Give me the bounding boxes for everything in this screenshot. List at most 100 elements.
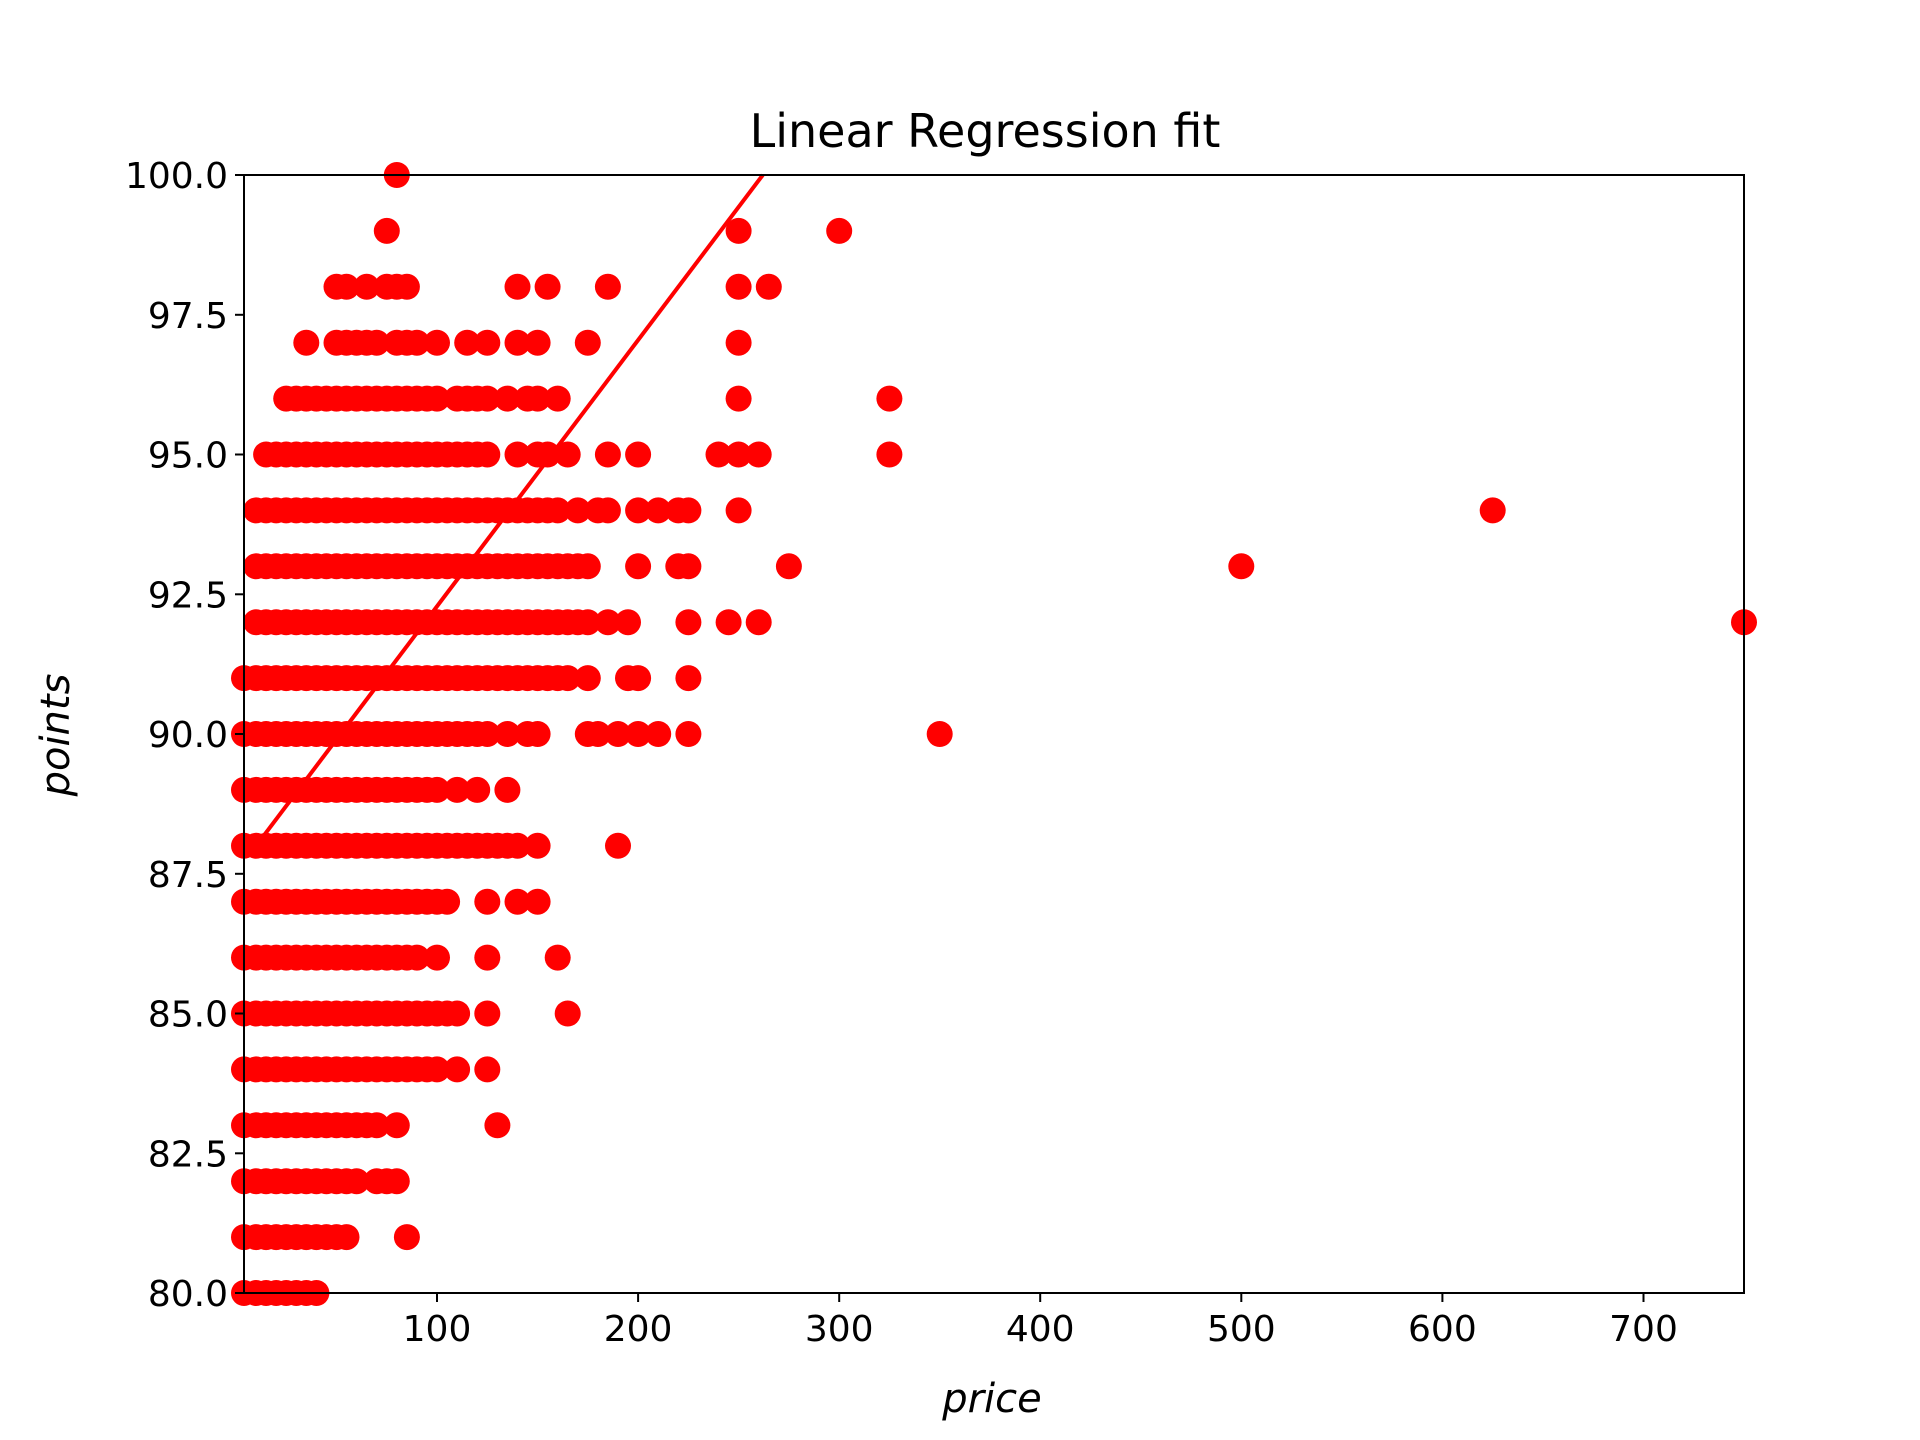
y-tick-label: 85.0 [148,995,228,1036]
data-point [554,441,581,468]
data-point [293,329,320,356]
data-point [524,329,551,356]
x-axis-label: price [941,1376,1042,1422]
data-point [725,497,752,524]
data-point [474,441,501,468]
data-point [876,441,903,468]
data-point [424,329,450,356]
data-point [554,665,581,692]
data-point [574,665,601,692]
x-tick-label: 300 [805,1309,874,1350]
data-point [544,385,571,412]
data-point [474,329,501,356]
data-point [645,721,672,747]
data-point [725,273,752,300]
data-point [424,385,450,412]
data-point [594,609,621,636]
data-point [625,553,652,580]
data-point [544,497,571,524]
data-point [444,1056,471,1083]
data-point [594,441,621,468]
regression-line [254,173,765,848]
data-point [353,273,380,300]
data-point [363,1112,390,1139]
data-point [605,832,631,859]
data-point [403,944,430,971]
y-axis: 80.0 82.5 85.0 87.5 90.0 92.5 95.0 97.5 100.0 [125,156,244,1315]
data-point [725,385,752,412]
data-point [675,609,702,636]
y-tick-label: 80.0 [148,1274,228,1315]
data-point [554,1000,581,1027]
data-point [1479,497,1506,524]
data-point [444,1000,471,1027]
data-point [363,329,390,356]
data-point [393,273,420,300]
data-point [594,497,621,524]
data-point [524,832,551,859]
x-tick-label: 400 [1006,1309,1075,1350]
data-point [705,441,732,468]
data-point [424,1056,450,1083]
data-point [494,776,521,803]
chart-title: Linear Regression fit [750,104,1221,158]
x-tick-label: 500 [1207,1309,1276,1350]
data-point [333,1224,360,1251]
data-point [373,217,400,244]
data-point [454,329,481,356]
data-point [675,553,702,580]
data-point [715,609,742,636]
y-tick-label: 82.5 [148,1134,228,1175]
data-point [474,888,501,915]
x-tick-label: 100 [403,1309,472,1350]
data-point [564,497,591,524]
y-tick-label: 92.5 [148,575,228,616]
data-point [474,1056,501,1083]
x-axis: 100 200 300 400 500 600 700 [403,1293,1678,1350]
data-point [1228,553,1255,580]
data-point [343,1168,370,1195]
data-point [464,776,491,803]
data-point [534,273,561,300]
data-point [484,1112,511,1139]
data-point [494,721,521,747]
data-point [625,497,652,524]
data-point [524,888,551,915]
data-point [755,273,782,300]
data-point [574,329,601,356]
data-point [615,609,641,636]
plot-area [231,162,1757,1306]
data-point [504,329,531,356]
data-point [524,385,551,412]
data-point [594,273,621,300]
data-point [926,721,953,747]
data-point [544,944,571,971]
data-point [504,441,531,468]
data-point [494,385,521,412]
data-point [403,329,430,356]
y-tick-label: 95.0 [148,436,228,477]
data-point [424,944,450,971]
data-point [745,609,772,636]
data-point [383,1112,410,1139]
data-point [625,721,652,747]
y-tick-label: 90.0 [148,715,228,756]
data-point [474,721,501,747]
data-point [434,888,461,915]
data-point [725,329,752,356]
data-point [574,553,601,580]
data-point [424,776,450,803]
data-point [625,665,652,692]
y-tick-label: 87.5 [148,855,228,896]
x-tick-label: 200 [604,1309,673,1350]
data-point [383,1168,410,1195]
data-point [645,497,672,524]
data-point [504,273,531,300]
data-point [826,217,853,244]
data-point [474,385,501,412]
x-tick-label: 700 [1609,1309,1678,1350]
data-point [444,776,471,803]
data-point [675,721,702,747]
